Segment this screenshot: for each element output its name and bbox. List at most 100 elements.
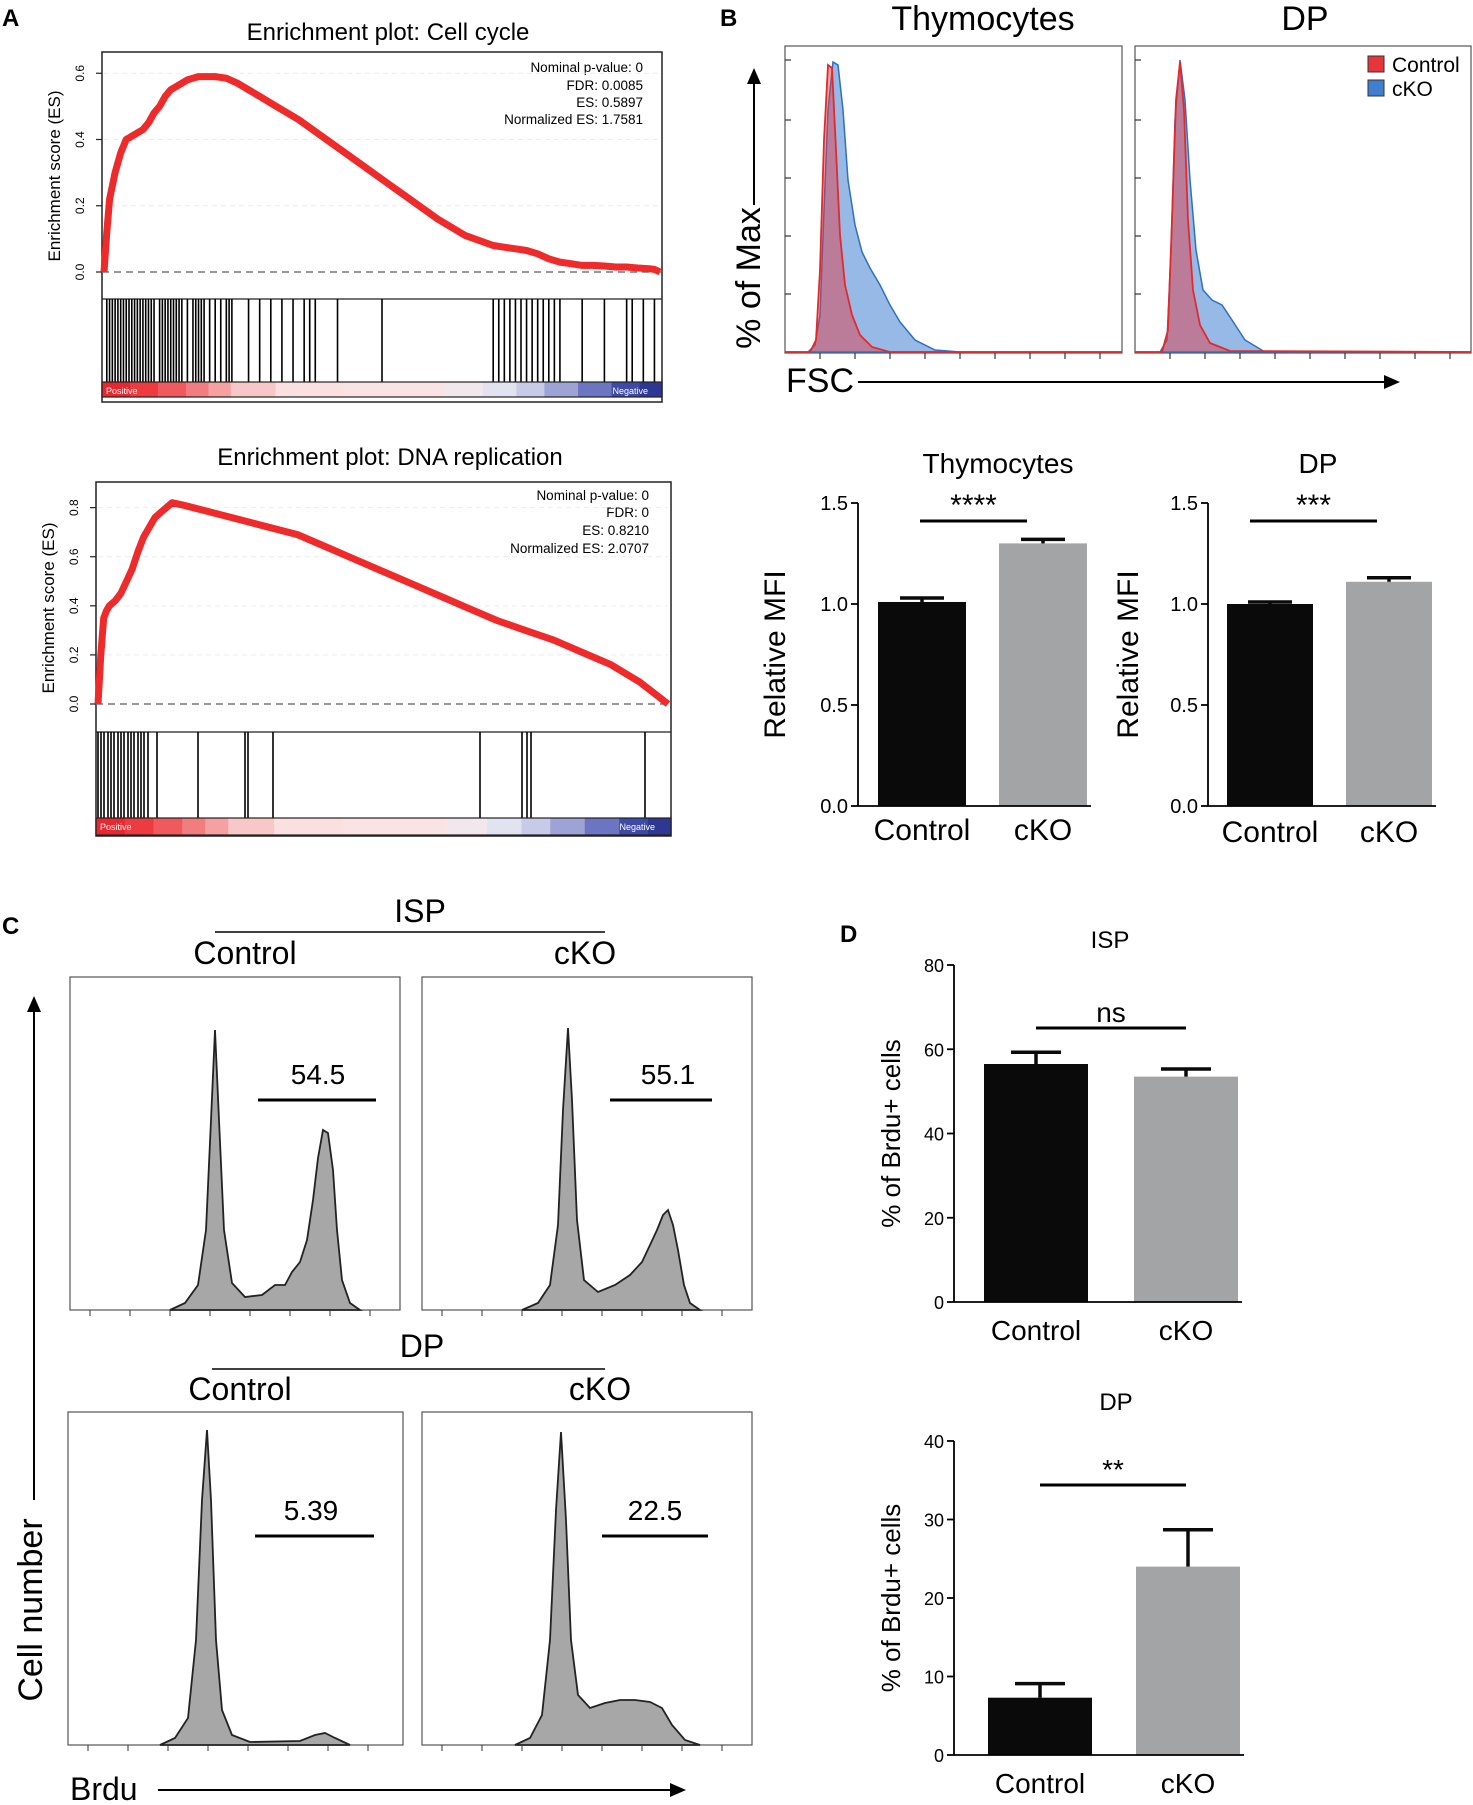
dp-control-histogram (159, 1429, 351, 1746)
bar-chart-ylabel: Relative MFI (1112, 570, 1145, 738)
rank-bar-frame (101, 381, 663, 398)
ytick-label: 0.0 (1170, 796, 1198, 818)
gsea-cell-cycle-frame (101, 51, 663, 403)
ytick-label: 1.5 (820, 493, 848, 515)
isp-cko-histogram (521, 1027, 703, 1311)
category-label: Control (991, 1315, 1081, 1346)
gsea-dna-replication-frame (95, 481, 672, 837)
rank-segment (205, 818, 229, 835)
ytick-label: 1.0 (1170, 594, 1198, 616)
ytick-label: 40 (924, 1125, 944, 1145)
ytick-label: 0.2 (73, 197, 87, 214)
ytick-label: 40 (924, 1432, 944, 1452)
dp-cko-gate-value: 22.5 (628, 1495, 683, 1526)
fsc-xlabel: FSC (786, 362, 854, 400)
rank-segment (443, 382, 484, 397)
gsea-dna-replication-ylabel: Enrichment score (ES) (39, 523, 58, 694)
category-label: cKO (1014, 814, 1072, 847)
significance-label: ns (1096, 997, 1126, 1028)
isp-group-label: ISP (394, 893, 446, 929)
gsea-cell-cycle-ylabel: Enrichment score (ES) (45, 91, 64, 262)
brdu-xlabel: Brdu (70, 1771, 138, 1805)
gsea-cell-cycle-title: Enrichment plot: Cell cycle (247, 19, 530, 46)
legend-cko-swatch (1367, 79, 1385, 97)
ytick-label: 80 (924, 956, 944, 976)
bar-chart-title: DP (1099, 1389, 1132, 1416)
rank-segment (611, 382, 641, 397)
gsea-cell-cycle-positive-label: Positive (106, 386, 138, 396)
ytick-label: 0.0 (820, 796, 848, 818)
ytick-label: 0.4 (67, 597, 81, 614)
gsea-cell-cycle-rank-bar (101, 381, 663, 398)
gsea-dna-replication-negative-label: Negative (619, 822, 655, 832)
rank-segment (516, 382, 545, 397)
dp-cko-label: cKO (569, 1371, 631, 1407)
rank-segment (584, 818, 620, 835)
fsc-ylabel: % of Max (730, 207, 768, 349)
rank-segment (158, 382, 187, 397)
rank-segment (544, 382, 579, 397)
ytick-label: 30 (924, 1511, 944, 1531)
fsc-x-arrowhead (1384, 375, 1400, 389)
mfi-dp-chart: DP 0.0 0.5 1.0 1.5 Relative MFI Control cKO *** (1112, 448, 1436, 849)
fsc-dp-title: DP (1281, 0, 1328, 38)
brdu-x-arrowhead (670, 1783, 686, 1797)
significance-label: **** (950, 489, 997, 522)
bar-cko (1346, 581, 1432, 806)
panel-label-b: B (720, 5, 737, 32)
rank-segment (342, 382, 445, 397)
isp-control-label: Control (193, 935, 296, 971)
ytick-label: 0.8 (67, 499, 81, 516)
bar-control (988, 1697, 1092, 1755)
isp-cko-gate-value: 55.1 (641, 1059, 696, 1090)
fsc-dp-frame (1134, 45, 1472, 354)
ytick-label: 0 (934, 1293, 944, 1313)
ytick-label: 10 (924, 1668, 944, 1688)
rank-segment (446, 818, 488, 835)
rank-bar-frame (95, 817, 672, 836)
rank-segment (639, 382, 663, 397)
bar-cko (999, 543, 1087, 806)
bar-chart-ylabel: Relative MFI (759, 570, 792, 738)
rank-segment (153, 818, 183, 835)
fsc-histograms: Thymocytes DP Control cKO % of Max FSC (730, 0, 1472, 400)
gsea-dna-replication-stat: Normalized ES: 2.0707 (510, 541, 649, 556)
gsea-dna-replication-stat: FDR: 0 (606, 505, 649, 520)
fsc-y-arrowhead (747, 68, 761, 84)
ytick-label: 60 (924, 1040, 944, 1060)
rank-segment (124, 818, 154, 835)
rank-segment (182, 818, 206, 835)
ytick-label: 0.4 (73, 131, 87, 148)
category-label: Control (1222, 816, 1319, 849)
fsc-dp-control-curve (1135, 61, 1472, 353)
isp-cko-label: cKO (554, 935, 616, 971)
bar-cko (1136, 1566, 1240, 1755)
fsc-thymocytes-cko-curve (785, 60, 1122, 353)
bar-cko (1134, 1076, 1238, 1302)
gsea-cell-cycle-hits (105, 299, 656, 382)
ytick-label: 20 (924, 1589, 944, 1609)
gsea-cell-cycle-yticks: 0.0 0.2 0.4 0.6 (73, 65, 660, 280)
gsea-cell-cycle-negative-label: Negative (612, 386, 648, 396)
rank-segment (619, 818, 649, 835)
bar-control (878, 601, 966, 806)
fsc-thymocytes-frame (784, 45, 1123, 354)
gsea-dna-replication-stat: ES: 0.8210 (582, 523, 649, 538)
rank-segment (208, 382, 232, 397)
rank-segment (96, 818, 126, 835)
rank-segment (487, 818, 522, 835)
ytick-label: 0.6 (67, 548, 81, 565)
ytick-label: 0.5 (1170, 695, 1198, 717)
fsc-thymocytes-title: Thymocytes (891, 0, 1074, 38)
rank-segment (521, 818, 551, 835)
dp-cko-frame (421, 1411, 753, 1746)
panel-label-c: C (2, 913, 19, 940)
isp-cko-frame (421, 976, 753, 1311)
brdu-histograms: ISP Control cKO 54.5 55.1 DP Control cKO… (12, 893, 753, 1805)
gsea-dna-replication-title: Enrichment plot: DNA replication (217, 444, 563, 471)
isp-control-frame (69, 976, 401, 1311)
significance-label: ** (1102, 1454, 1124, 1485)
ytick-label: 1.5 (1170, 493, 1198, 515)
bar-control (1227, 604, 1313, 806)
